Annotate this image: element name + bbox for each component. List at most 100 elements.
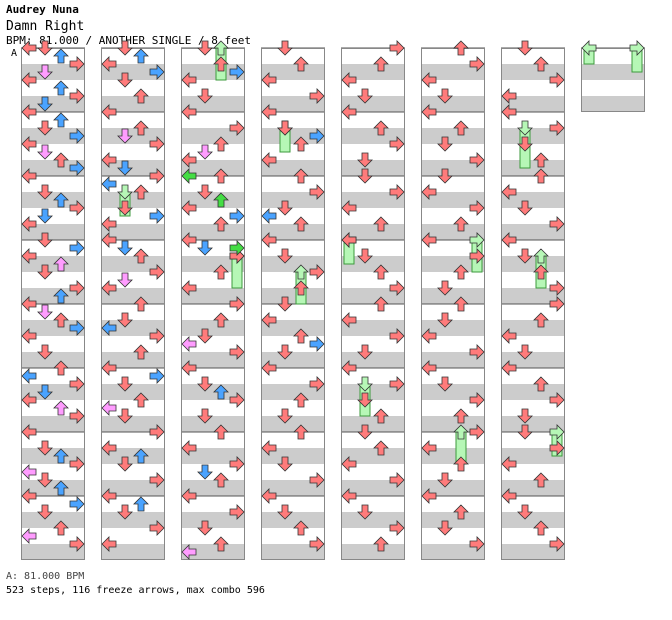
beat-stripe [261,320,325,336]
beat-stripe [261,224,325,240]
step-arrow-down [437,136,453,152]
step-arrow-up [53,48,69,64]
step-arrow-left-shape [21,168,37,184]
step-arrow-down [357,504,373,520]
step-arrow-up-shape [533,168,549,184]
beat-stripe [101,464,165,480]
step-arrow-left [261,104,277,120]
step-arrow-up [293,216,309,232]
step-arrow-left-shape [101,360,117,376]
step-arrow-right [149,168,165,184]
beat-stripe [261,192,325,208]
beat-stripe [21,128,85,144]
step-arrow-down-shape [37,120,53,136]
step-arrow-up [213,136,229,152]
step-arrow-right [549,72,565,88]
freeze-arrow-head [117,184,133,200]
step-arrow-right [389,472,405,488]
step-arrow-left-shape [181,488,197,504]
beat-stripe [261,336,325,352]
beat-stripe [101,480,165,496]
step-arrow-up [53,400,69,416]
step-arrow-down-shape [37,384,53,400]
beat-stripe [261,80,325,96]
beat-stripe [501,160,565,176]
step-arrow-left [181,104,197,120]
beat-stripe [181,240,245,256]
beat-stripe [101,128,165,144]
step-arrow-up [453,216,469,232]
beat-stripe [101,240,165,256]
step-arrow-left-shape [261,360,277,376]
step-arrow-down [357,344,373,360]
step-arrow-left [101,488,117,504]
step-arrow-down-shape [117,456,133,472]
step-arrow-left [101,536,117,552]
step-arrow-up-shape [453,40,469,56]
step-arrow-down-shape [117,72,133,88]
step-arrow-down [277,504,293,520]
beat-stripe [21,48,85,64]
beat-stripe [101,352,165,368]
beat-stripe [181,528,245,544]
beat-stripe [501,224,565,240]
step-arrow-up [533,56,549,72]
beat-stripe [101,416,165,432]
step-arrow-right [149,368,165,384]
beat-stripe [341,352,405,368]
step-arrow-down-shape [37,144,53,160]
step-arrow-right [469,536,485,552]
step-arrow-right [69,408,85,424]
step-arrow-left [181,152,197,168]
step-arrow-up [53,288,69,304]
beat-stripe [501,272,565,288]
step-arrow-right [469,152,485,168]
step-arrow-up-shape [373,408,389,424]
step-arrow-right [149,472,165,488]
beat-stripe [341,144,405,160]
step-arrow-up-shape [293,168,309,184]
beat-stripe [181,416,245,432]
step-arrow-up [133,344,149,360]
step-arrow-up [533,152,549,168]
step-arrow-up-shape [533,472,549,488]
beat-stripe [101,432,165,448]
beat-stripe [501,432,565,448]
step-arrow-down [117,376,133,392]
beat-stripe [21,352,85,368]
step-arrow-left [21,248,37,264]
beat-stripe [341,464,405,480]
step-arrow-right [389,376,405,392]
step-arrow-left [261,152,277,168]
step-arrow-down-shape [117,160,133,176]
step-arrow-up-shape [533,56,549,72]
step-arrow-up-shape [293,216,309,232]
step-arrow-up [453,120,469,136]
beat-stripe [181,544,245,560]
beat-stripe [181,448,245,464]
step-arrow-up-shape [53,520,69,536]
step-arrow-down-shape [37,440,53,456]
step-arrow-down [117,312,133,328]
step-arrow-down-shape [357,504,373,520]
step-arrow-right [549,392,565,408]
step-arrow-down-shape [197,88,213,104]
step-arrow-down [357,392,373,408]
beat-stripe [421,224,485,240]
step-arrow-down-shape [197,144,213,160]
step-arrow-left [21,528,37,544]
beat-stripe [181,48,245,64]
step-arrow-left-shape [181,440,197,456]
beat-stripe [261,144,325,160]
beat-stripe [101,304,165,320]
step-arrow-down [357,152,373,168]
step-arrow-up [213,536,229,552]
step-arrow-right [389,136,405,152]
beat-stripe [501,64,565,80]
step-arrow-down [197,184,213,200]
step-arrow-down [197,328,213,344]
step-arrow-down [37,208,53,224]
step-arrow-up [133,392,149,408]
step-arrow-down-shape [37,304,53,320]
beat-stripe [581,80,645,96]
